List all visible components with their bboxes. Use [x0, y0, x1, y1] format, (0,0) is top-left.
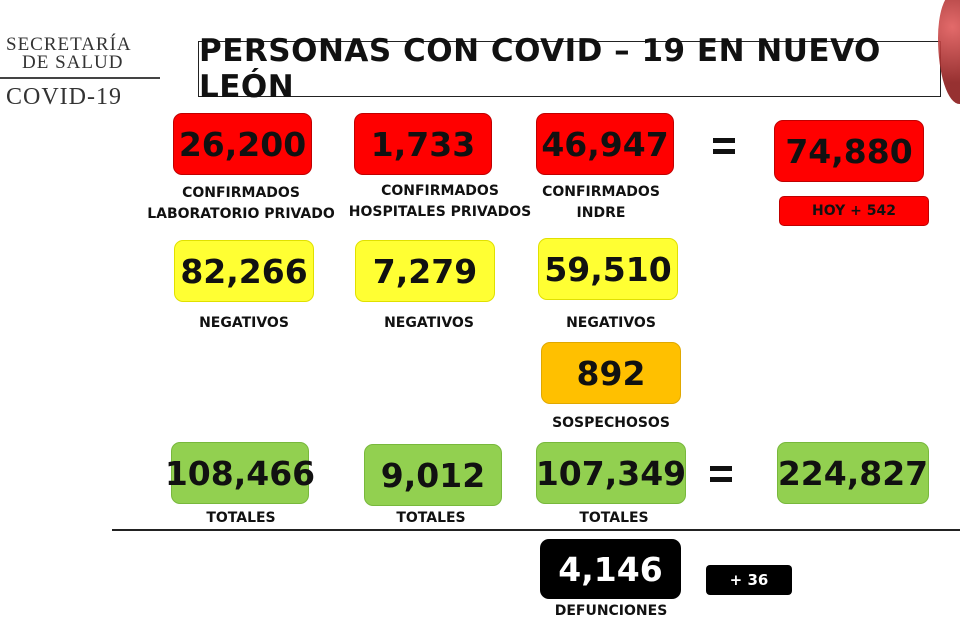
negatives-col1-value: 82,266: [174, 240, 314, 302]
confirmed-total-value: 74,880: [774, 120, 924, 182]
equals-sign-totals: [710, 466, 732, 482]
confirmed-indre-label: CONFIRMADOS INDRE: [542, 184, 660, 221]
negatives-col3-label: NEGATIVOS: [566, 315, 656, 331]
totals-col3-label: TOTALES: [579, 510, 649, 526]
virus-image: [938, 0, 960, 104]
confirmed-today-badge: HOY + 542: [779, 196, 929, 226]
logo-line-de-salud: DE SALUD: [22, 52, 124, 73]
negatives-col2-value: 7,279: [355, 240, 495, 302]
equals-sign-confirmed: [713, 138, 735, 154]
confirmed-private-hospitals-value: 1,733: [354, 113, 492, 175]
negatives-col2-label: NEGATIVOS: [384, 315, 474, 331]
deaths-label: DEFUNCIONES: [554, 603, 668, 619]
deaths-today-badge: + 36: [706, 565, 792, 595]
grand-total-value: 224,827: [777, 442, 929, 504]
logo-divider: [0, 77, 160, 79]
totals-col1-label: TOTALES: [206, 510, 276, 526]
totals-col3-value: 107,349: [536, 442, 686, 504]
totals-col1-value: 108,466: [165, 442, 315, 504]
totals-col2-value: 9,012: [364, 444, 502, 506]
negatives-col1-label: NEGATIVOS: [199, 315, 289, 331]
confirmed-private-hospitals-label: CONFIRMADOS HOSPITALES PRIVADOS: [348, 183, 532, 220]
suspects-label: SOSPECHOSOS: [552, 415, 670, 431]
negatives-col3-value: 59,510: [538, 238, 678, 300]
confirmed-private-lab-value: 26,200: [173, 113, 312, 175]
page-title: PERSONAS CON COVID – 19 EN NUEVO LEÓN: [198, 33, 941, 105]
logo-line-secretaria: SECRETARÍA: [6, 34, 132, 55]
logo-line-covid: COVID-19: [6, 84, 122, 110]
deaths-value: 4,146: [540, 539, 681, 599]
confirmed-private-lab-label: CONFIRMADOS LABORATORIO PRIVADO: [147, 185, 335, 222]
totals-col2-label: TOTALES: [396, 510, 466, 526]
confirmed-indre-value: 46,947: [536, 113, 674, 175]
section-divider: [112, 529, 960, 531]
suspects-value: 892: [541, 342, 681, 404]
